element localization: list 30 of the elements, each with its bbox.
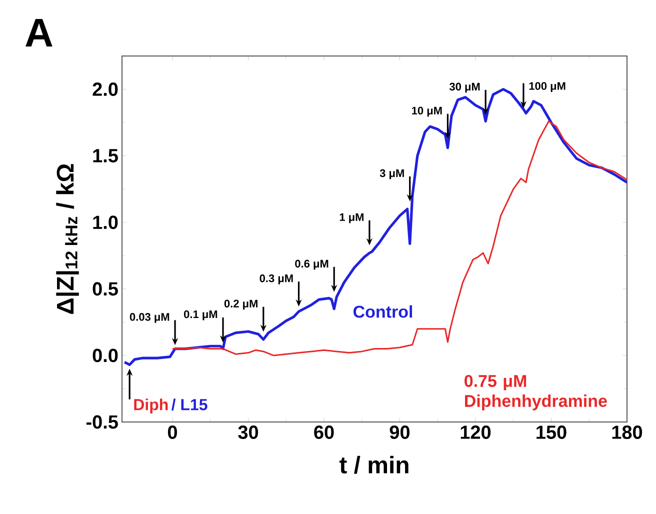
annotation: 100 μM bbox=[529, 82, 566, 92]
annotation: 0.03 μM bbox=[130, 313, 170, 323]
annotation: 0.3 μM bbox=[260, 274, 293, 284]
annotation: 30 μM bbox=[449, 82, 480, 93]
series-label: Control bbox=[353, 305, 412, 318]
x-axis-title: t / min bbox=[339, 456, 408, 474]
chart-title: A bbox=[26, 18, 52, 46]
x-tick-label: 60 bbox=[314, 426, 334, 439]
annotation: 3 μM bbox=[380, 169, 404, 180]
y-axis-title: Δ|Z|$_{12 kHz}$ / kΩ bbox=[56, 164, 79, 314]
annotation: 0.6 μM bbox=[295, 260, 328, 270]
annotation: 0.1 μM bbox=[184, 310, 218, 320]
y-tick-label: 1.0 bbox=[93, 216, 118, 230]
annotation: / L15 bbox=[171, 398, 208, 410]
x-tick-label: 90 bbox=[390, 426, 410, 439]
y-tick-label: 0.5 bbox=[92, 282, 118, 296]
y-tick-label: 0.0 bbox=[92, 348, 118, 362]
y-tick-label: 1.5 bbox=[93, 149, 118, 162]
y-tick-label: 2.0 bbox=[92, 82, 118, 96]
annotation: 10 μM bbox=[412, 106, 442, 117]
x-tick-label: 30 bbox=[238, 426, 258, 440]
annotation: 0.2 μM bbox=[224, 300, 258, 310]
x-tick-label: 150 bbox=[536, 426, 566, 439]
x-tick-label: 180 bbox=[612, 426, 642, 439]
text: 0.75 μM Diphenhydramine bbox=[464, 374, 607, 410]
annotation: Diph bbox=[134, 398, 168, 414]
x-tick-label: 0 bbox=[168, 426, 178, 439]
x-tick-label: 120 bbox=[460, 426, 491, 439]
y-tick-label: -0.5 bbox=[86, 415, 118, 429]
annotation: 1 μM bbox=[340, 213, 364, 224]
